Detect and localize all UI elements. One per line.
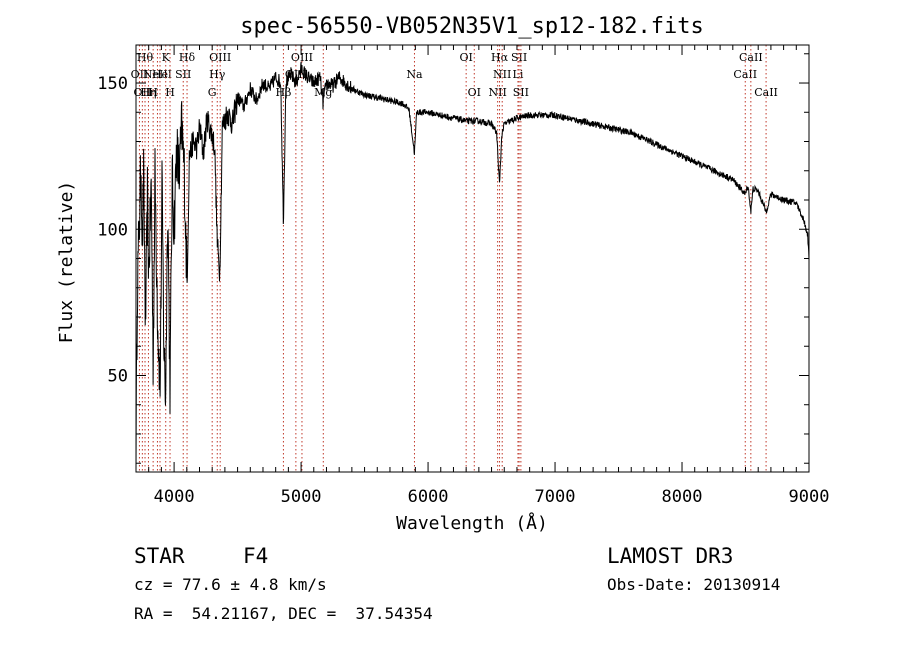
y-axis-label: Flux (relative)	[56, 181, 77, 344]
spectral-line-label: Hη	[140, 86, 156, 99]
object-subclass: F4	[243, 544, 268, 568]
spectral-line-label: He	[152, 68, 168, 81]
x-tick-label: 4000	[154, 487, 195, 507]
spectral-line-label: NII	[493, 68, 511, 81]
spectral-line-label: H	[148, 86, 158, 99]
spectral-line-label: OI	[468, 86, 481, 99]
spectral-line-label: Hγ	[209, 68, 226, 81]
spectral-line-label: K	[162, 51, 171, 64]
y-tick-label: 50	[108, 366, 128, 386]
coordinates: RA = 54.21167, DEC = 37.54354	[134, 604, 433, 623]
redshift-cz: cz = 77.6 ± 4.8 km/s	[134, 575, 327, 594]
x-tick-label: 9000	[789, 487, 830, 507]
spectral-line-label: Hβ	[275, 86, 291, 99]
spectral-line-label: OII	[133, 86, 151, 99]
x-axis-label: Wavelength (Å)	[396, 512, 548, 534]
spectral-line-label: Na	[406, 68, 423, 81]
series-line	[135, 61, 810, 473]
y-axis: 50 100 150	[97, 53, 809, 464]
observation-date: Obs-Date: 20130914	[607, 575, 780, 594]
x-axis: 4000 5000 6000 7000 8000 9000	[148, 45, 830, 507]
spectral-line-label: Hθ	[137, 51, 154, 64]
spectral-line-label: SII	[175, 68, 191, 81]
spectral-line-markers: OIIOIIHθHηHNeIIIHeKHSIIHδGHγOIIIHβOIIIOI…	[131, 45, 778, 472]
spectral-line-label: CaII	[754, 86, 778, 99]
spectral-line-label: NII	[488, 86, 506, 99]
spectral-line-label: H	[165, 86, 175, 99]
x-tick-label: 6000	[408, 487, 449, 507]
spectral-line-label: NeIII	[143, 68, 172, 81]
chart-title: spec-56550-VB052N35V1_sp12-182.fits	[240, 14, 704, 39]
spectral-line-label: SII	[511, 51, 527, 64]
spectral-line-label: Hα	[491, 51, 509, 64]
spectrum-series	[135, 61, 810, 473]
x-tick-label: 7000	[535, 487, 576, 507]
y-tick-label: 150	[97, 74, 128, 94]
spectral-line-label: CaII	[739, 51, 763, 64]
spectral-line-label: Li	[513, 68, 524, 81]
spectral-line-label: OI	[459, 51, 472, 64]
spectral-line-label: Hδ	[179, 51, 196, 64]
x-tick-label: 8000	[662, 487, 703, 507]
spectral-line-label: OIII	[209, 51, 231, 64]
y-tick-label: 100	[97, 220, 128, 240]
object-class: STAR	[134, 544, 185, 568]
spectral-line-label: CaII	[733, 68, 757, 81]
spectral-line-label: OIII	[291, 51, 313, 64]
spectral-line-label: G	[208, 86, 217, 99]
x-tick-label: 5000	[281, 487, 322, 507]
survey-name: LAMOST DR3	[607, 544, 733, 568]
spectral-line-label: SII	[513, 86, 529, 99]
spectral-line-label: OII	[131, 68, 149, 81]
